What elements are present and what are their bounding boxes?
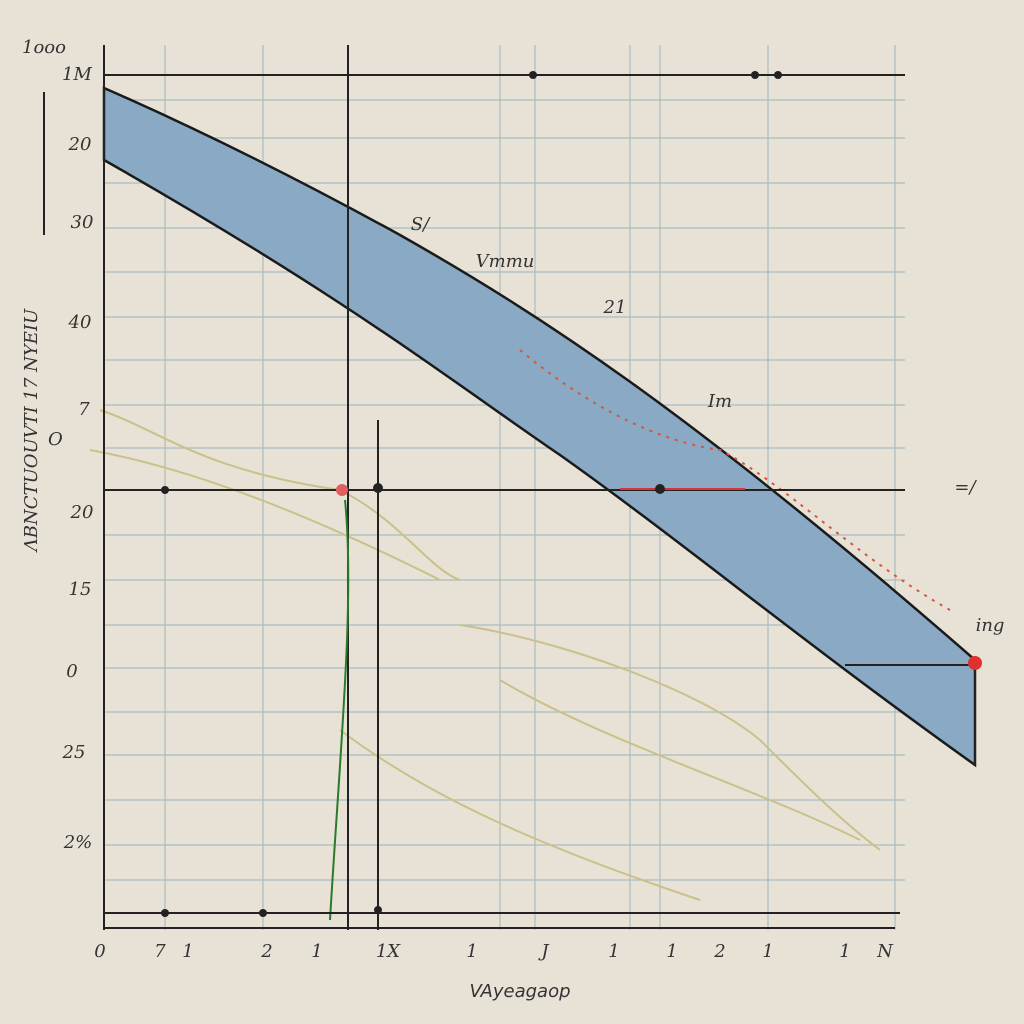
y-tick-label: 20 [70,502,94,523]
x-tick-label: 2 [713,941,725,962]
annotation: S/ [411,214,431,235]
x-tick-label: 1 [182,941,193,962]
y-tick-label: 40 [68,312,92,333]
annotation: ing [976,615,1005,636]
x-tick-label: 1 [311,941,322,962]
x-tick-label: 1 [839,941,850,962]
labels: 1ooo 1M ΛBNCTUOUVTI 17 NYEIU O VAyeagaop… [21,37,1004,1002]
annotation: Im [707,391,732,412]
x-tick-label: 2 [260,941,272,962]
annotation: 21 [603,297,627,318]
y-tick-label: 25 [62,742,86,763]
x-tick-label: J [537,941,550,962]
curves [89,409,881,901]
x-axis-title: VAyeagaop [469,981,570,1002]
x-tick-label: 1 [762,941,773,962]
x-tick-label: 0 [94,941,105,962]
y-tick-label: 20 [68,134,92,155]
y-tick-label: 7 [78,399,90,420]
corner-label: 1ooo [22,37,66,58]
y-axis-title: ΛBNCTUOUVTI 17 NYEIU [21,308,42,553]
y-tick-label: 0 [66,661,77,682]
y-tick-label: 30 [71,212,94,233]
x-tick-label: 1 [608,941,619,962]
x-tick-label: 1 [666,941,677,962]
red-trend [519,349,951,611]
green-curve [329,499,350,921]
top-label: 1M [62,64,92,85]
x-tick-label: N [876,941,894,962]
points [161,71,982,917]
x-tick-label: 7 [154,941,166,962]
x-tick-label: 1 [466,941,477,962]
annotation: =/ [954,477,977,498]
x-tick-label: 1X [376,941,401,962]
y-axis-subtitle: O [48,429,63,450]
annotation: Vmmu [476,251,535,272]
y-tick-label: 15 [69,579,92,600]
y-tick-label: 2% [63,832,93,853]
